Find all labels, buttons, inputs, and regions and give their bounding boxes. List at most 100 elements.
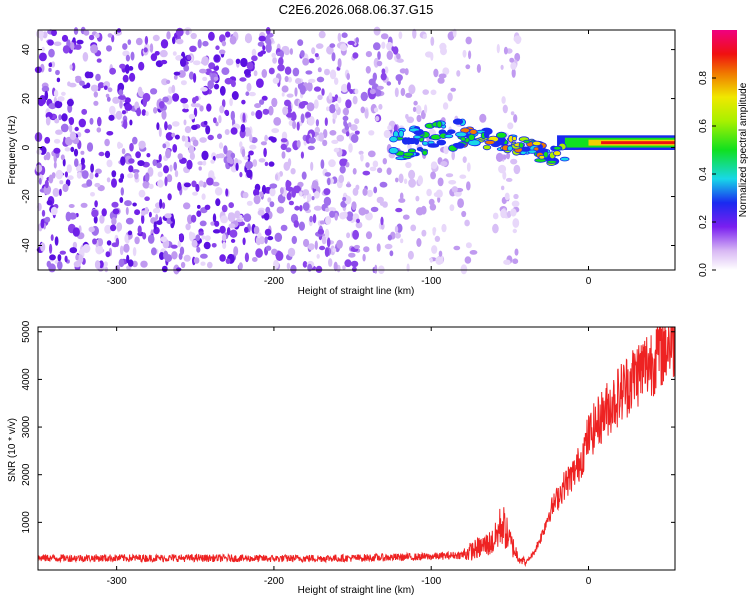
- spectrogram-cell: [311, 180, 319, 190]
- spectrogram-signal-cell: [388, 147, 399, 155]
- colorbar-tick-label: 0.4: [698, 167, 709, 181]
- spectrogram-cell: [57, 96, 65, 102]
- spectrogram-cell: [328, 258, 333, 267]
- spectrogram-cell: [459, 174, 467, 179]
- spectrogram-cell: [129, 142, 134, 152]
- spectrogram-cell: [118, 258, 125, 268]
- spectrogram-cell: [281, 92, 285, 97]
- spectrogram-cell: [214, 220, 220, 227]
- spectrogram-cell: [228, 202, 234, 209]
- colorbar-tick-label: 0.8: [698, 71, 709, 85]
- spectrogram-signal-cell: [469, 128, 478, 135]
- spectrogram-cell: [120, 187, 125, 196]
- spectrogram-cell: [206, 177, 214, 186]
- spectrogram-cell: [202, 160, 207, 166]
- spectrogram-cell: [246, 200, 253, 206]
- spectrogram-cell: [48, 62, 53, 67]
- spectrogram-cell: [437, 177, 444, 187]
- spectrogram-cell: [119, 197, 124, 203]
- spectrogram-cell: [242, 191, 249, 199]
- spectrogram-cell: [101, 208, 107, 217]
- spectrogram-cell: [368, 78, 376, 86]
- spectrogram-cell: [119, 99, 123, 109]
- spectrogram-cell: [158, 127, 162, 137]
- spectrogram-cell: [373, 107, 379, 113]
- spectrogram-signal-cell: [402, 151, 415, 157]
- spectrogram-cell: [360, 106, 366, 114]
- spectrogram-cell: [317, 67, 322, 73]
- snr-y-ticks: 1000 2000 3000 4000 5000: [21, 320, 675, 533]
- spectrogram-cell: [328, 207, 336, 212]
- spectrogram-cell: [220, 215, 229, 224]
- spectrogram-cell: [259, 191, 264, 198]
- spectrogram-signal-cell: [427, 143, 440, 148]
- spectrogram-cell: [365, 212, 373, 221]
- spectrogram-cell: [389, 250, 394, 257]
- spectrogram-cell: [507, 122, 514, 130]
- spectrogram-cell: [492, 223, 499, 234]
- spectrogram-cell: [245, 91, 250, 96]
- spectrogram-cell: [394, 87, 399, 98]
- spectrogram-cell: [253, 188, 260, 197]
- spectrogram-cell: [263, 147, 267, 158]
- spectrogram-cell: [142, 97, 147, 108]
- spectrogram-cell: [212, 213, 217, 223]
- spectrogram-cell: [103, 85, 108, 91]
- spectrogram-cell: [204, 204, 211, 210]
- spectrogram-cell: [354, 130, 360, 135]
- spectrogram-cell: [244, 226, 249, 233]
- spectrogram-cell: [221, 99, 226, 108]
- spectrogram-cell: [257, 41, 265, 47]
- spectrogram-cell: [369, 166, 377, 172]
- spectrogram-cell: [284, 66, 292, 75]
- spectrogram-cell: [104, 224, 112, 234]
- spectrogram-cell: [307, 145, 315, 151]
- spectrogram-cell: [64, 147, 71, 152]
- spectrogram-cell: [428, 198, 435, 206]
- spectrogram-cell: [280, 138, 288, 143]
- spectrogram-cell: [329, 130, 337, 136]
- spectrogram-cell: [197, 161, 204, 166]
- spectrogram-cell: [316, 254, 320, 259]
- spectrogram-cell: [230, 127, 238, 135]
- spectrogram-cell: [246, 82, 252, 92]
- spectrogram-cell: [276, 206, 285, 214]
- spectrogram-cell: [246, 169, 253, 179]
- spectrogram-cell: [300, 50, 305, 58]
- spectrogram-cell: [93, 215, 98, 224]
- spectrogram-cell: [177, 240, 181, 248]
- spectrogram-cell: [510, 62, 517, 70]
- spectrogram-cell: [323, 129, 328, 139]
- spectrogram-cell: [191, 124, 198, 130]
- spectrogram-cell: [329, 69, 337, 80]
- spectrogram-cell: [182, 103, 186, 108]
- spectrogram-cell: [179, 234, 184, 242]
- spectrogram-cell: [110, 224, 117, 232]
- spectrogram-cell: [185, 223, 191, 231]
- spectrogram-cell: [196, 210, 202, 217]
- spectrogram-cell: [387, 125, 392, 131]
- spectrogram-cell: [435, 256, 443, 265]
- spectrogram-cell: [230, 152, 236, 159]
- spectrogram-cell: [342, 265, 346, 270]
- spectrogram-cell: [343, 107, 349, 116]
- spectrogram-cell: [302, 261, 308, 268]
- spectrogram-cell: [138, 140, 146, 149]
- spectrogram-cell: [394, 225, 399, 233]
- spectrogram-cell: [94, 32, 100, 39]
- spectrogram-cell: [258, 158, 266, 163]
- spectrogram-cell: [334, 103, 339, 110]
- spectrogram-cell: [178, 70, 186, 78]
- spectrogram-cell: [334, 212, 339, 221]
- spectrogram-cell: [453, 245, 461, 251]
- spectrogram-cell: [199, 68, 207, 74]
- spectrogram-cell: [448, 180, 457, 185]
- spectrogram-cell: [321, 235, 327, 245]
- spectrogram-cell: [462, 156, 467, 164]
- spectrogram-cell: [183, 202, 191, 210]
- spectrogram-cell: [130, 51, 135, 61]
- spectrogram-cell: [348, 252, 356, 258]
- spectrogram-cell: [48, 48, 55, 58]
- spectrogram-cell: [161, 265, 168, 273]
- spectrogram-cell: [502, 154, 507, 160]
